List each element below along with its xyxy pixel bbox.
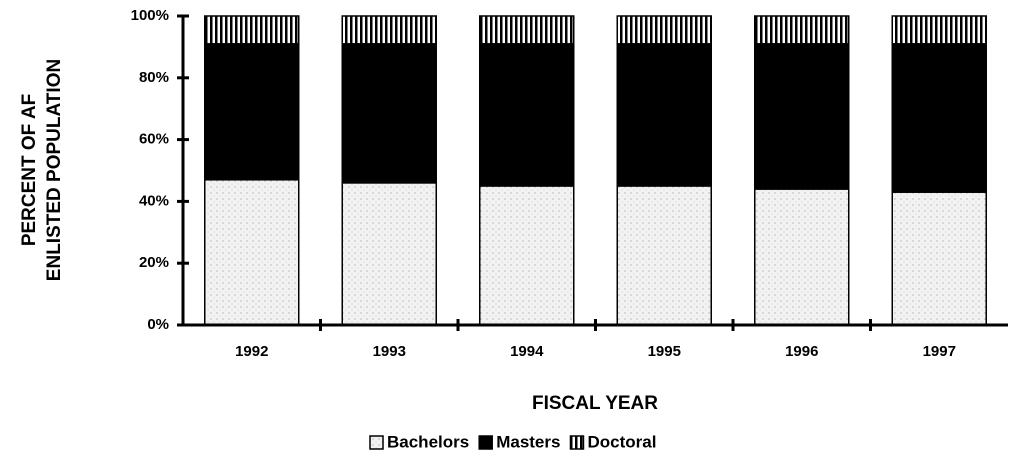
bar-segment	[616, 15, 712, 45]
y-tick-label: 20%	[139, 254, 169, 271]
y-tick-label: 40%	[139, 192, 169, 209]
y-tick-label: 100%	[131, 7, 169, 24]
bar-segment	[891, 43, 987, 193]
bar-segment	[479, 185, 575, 326]
bar-segment	[754, 15, 850, 45]
bar-segment	[479, 43, 575, 187]
bar-segment	[616, 185, 712, 326]
bar-segment	[204, 15, 300, 45]
bar-segment	[616, 43, 712, 187]
legend-label: Bachelors	[387, 432, 469, 451]
bar-segment	[341, 182, 437, 326]
bar-segment	[341, 43, 437, 184]
legend-swatch	[569, 435, 585, 450]
x-tick-label: 1993	[373, 343, 406, 360]
y-axis-label: ENLISTED POPULATION	[44, 59, 65, 281]
legend-label: Masters	[496, 432, 560, 451]
bar-segment	[204, 43, 300, 181]
bar-segment	[891, 15, 987, 45]
legend-label: Doctoral	[587, 432, 656, 451]
bar-segment	[891, 191, 987, 326]
y-tick-label: 0%	[147, 316, 169, 333]
x-tick-label: 1996	[785, 343, 818, 360]
x-tick-label: 1992	[235, 343, 268, 360]
bar-segment	[754, 43, 850, 190]
y-axis-label: PERCENT OF AF	[19, 94, 40, 246]
x-tick-label: 1994	[510, 343, 544, 360]
x-tick-label: 1997	[923, 343, 956, 360]
bar-segment	[479, 15, 575, 45]
x-axis-label: FISCAL YEAR	[532, 393, 658, 414]
bar-segment	[754, 188, 850, 326]
x-tick-label: 1995	[648, 343, 681, 360]
y-tick-label: 60%	[139, 131, 169, 148]
y-tick-label: 80%	[139, 69, 169, 86]
legend-swatch	[478, 435, 493, 450]
bar-segment	[341, 15, 437, 45]
bar-segment	[204, 179, 300, 326]
legend-swatch	[369, 435, 384, 450]
